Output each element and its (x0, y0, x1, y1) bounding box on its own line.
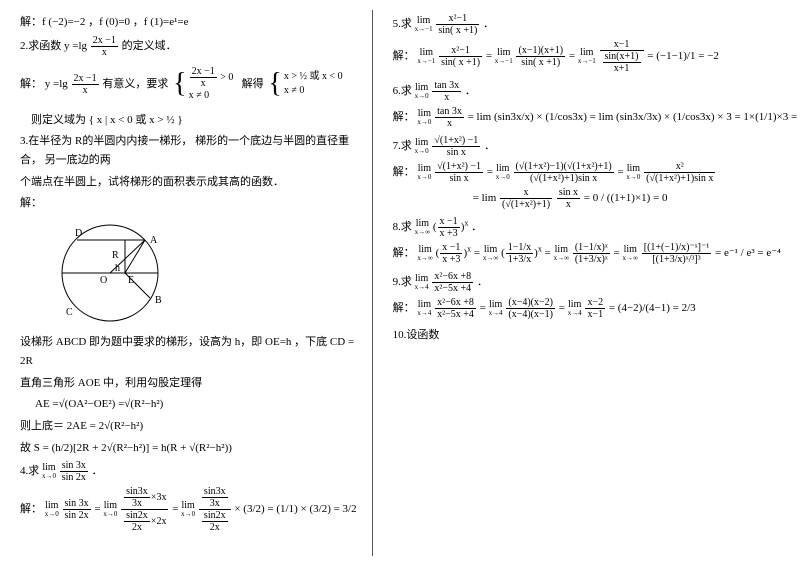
left-column: 解：f (−2)=−2 ，f (0)=0 ，f (1)=e¹=e 2.求函数 y… (20, 10, 373, 556)
svg-text:A: A (150, 235, 158, 246)
svg-text:D: D (75, 228, 82, 239)
problem-7-sol: 解： limx→0 √(1+x²) −1sin x = limx→0 (√(1+… (393, 161, 800, 184)
problem-6-sol: 解： limx→0 tan 3xx = lim (sin3x/x) × (1/c… (393, 106, 800, 129)
domain-result: 则定义域为 { x | x < 0 或 x > ½ } (20, 111, 357, 130)
svg-text:O: O (100, 275, 107, 286)
trapezoid-diagram: D A B C O E R h (50, 218, 180, 328)
problem-3a: 3.在半径为 R的半圆内内接一梯形， 梯形的一个底边与半圆的直径重合， 另一底边… (20, 132, 357, 169)
svg-text:C: C (66, 307, 73, 318)
problem-9: 9.求 limx→4 x²−6x +8x²−5x +4 ． (393, 271, 800, 294)
problem-9-sol: 解： limx→4 x²−6x +8x²−5x +4 = limx→4 (x−4… (393, 297, 800, 320)
svg-text:h: h (115, 263, 120, 274)
ae-eq: AE =√(OA²−OE²) =√(R²−h²) (35, 395, 357, 414)
problem-3b: 个端点在半圆上，试将梯形的面积表示成其高的函数． (20, 173, 357, 192)
svg-text:B: B (155, 295, 162, 306)
problem-8-sol: 解： limx→∞ (x −1x +3)x = limx→∞ (1−1/x1+3… (393, 242, 800, 265)
problem-2-solution: 解： y =lg 2x −1x 有意义，要求 { 2x −1x > 0 x ≠ … (20, 66, 357, 103)
problem-6: 6.求 limx→0 tan 3xx ． (393, 80, 800, 103)
problem-7: 7.求 limx→0 √(1+x²) −1sin x ． (393, 135, 800, 158)
svg-text:E: E (128, 275, 134, 286)
trap-1: 设梯形 ABCD 即为题中要求的梯形，设高为 h，即 OE=h ，下底 CD =… (20, 333, 357, 370)
problem-5: 5.求 limx→−1 x²−1sin( x +1) ． (393, 13, 800, 36)
problem-3c: 解： (20, 194, 357, 213)
upper-base: 则上底＝ 2AE = 2√(R²−h²) (20, 417, 357, 436)
area-eq: 故 S = (h/2)[2R + 2√(R²−h²)] = h(R + √(R²… (20, 439, 357, 458)
problem-4-sol: 解： limx→0 sin 3xsin 2x = limx→0 sin3x3x×… (20, 486, 357, 533)
right-column: 5.求 limx→−1 x²−1sin( x +1) ． 解： limx→−1 … (383, 10, 800, 556)
line-1: 解：f (−2)=−2 ，f (0)=0 ，f (1)=e¹=e (20, 13, 357, 32)
problem-5-sol: 解： limx→−1 x²−1sin( x +1) = limx→−1 (x−1… (393, 39, 800, 74)
problem-10: 10.设函数 (393, 326, 800, 345)
problem-7-sol-b: = lim x(√(1+x²)+1) sin xx = 0 / ((1+1)×1… (473, 187, 800, 210)
svg-text:R: R (112, 250, 119, 261)
trap-2: 直角三角形 AOE 中，利用勾股定理得 (20, 374, 357, 393)
problem-2: 2.求函数 y =lg 2x −1x 的定义域． (20, 35, 357, 58)
problem-4: 4.求 limx→0 sin 3xsin 2x ． (20, 460, 357, 483)
problem-8: 8.求 limx→∞ (x −1x +3)x ． (393, 216, 800, 239)
